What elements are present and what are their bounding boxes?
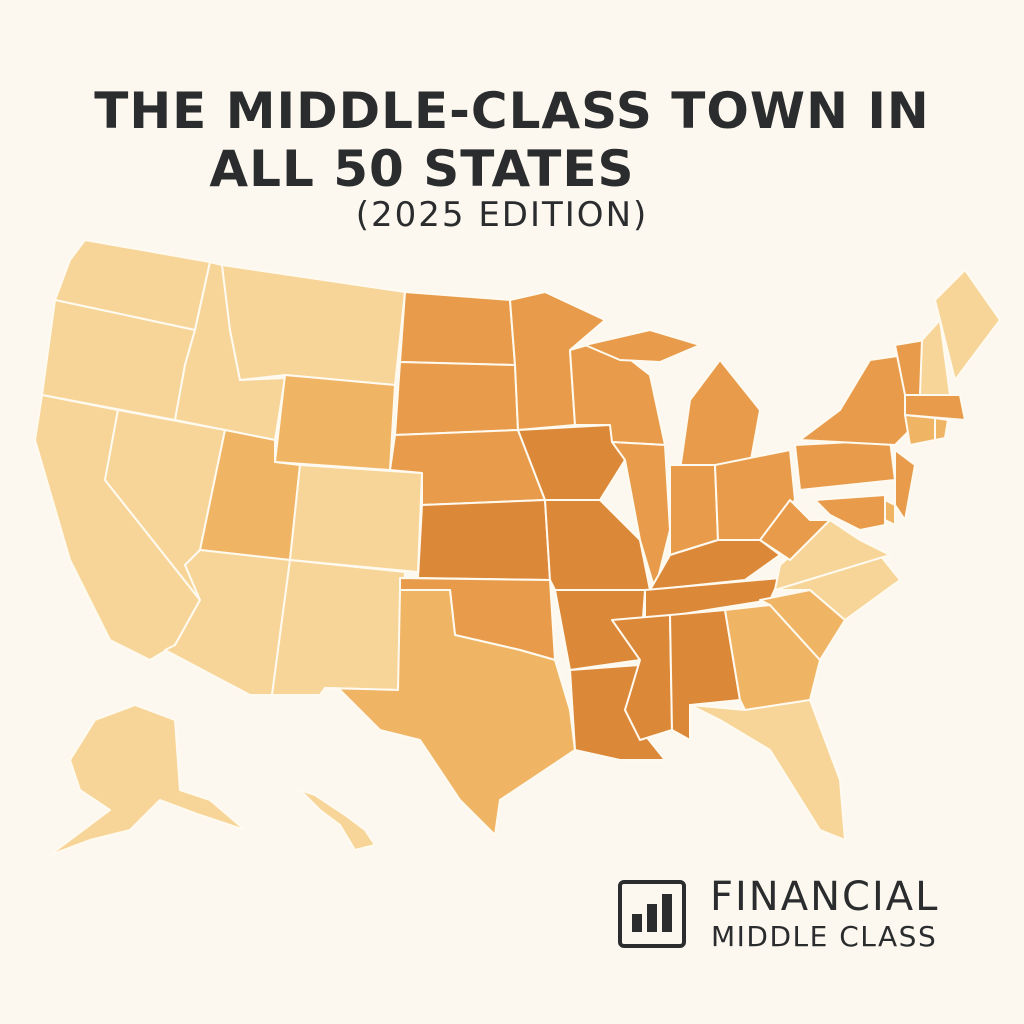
- title-line-1: THE MIDDLE-CLASS TOWN IN: [94, 82, 930, 140]
- state-tx: [324, 589, 576, 836]
- state-wv: [759, 499, 831, 561]
- bar-chart-icon: [618, 880, 686, 948]
- state-md: [814, 494, 886, 531]
- subtitle: (2025 EDITION): [355, 195, 649, 235]
- state-mi: [679, 359, 761, 471]
- state-sc: [759, 589, 846, 661]
- state-sd: [394, 361, 519, 436]
- state-ri: [934, 417, 949, 441]
- state-fl: [689, 699, 846, 841]
- state-nm: [271, 559, 406, 696]
- state-mt: [221, 264, 406, 386]
- title-line-2: ALL 50 STATES: [209, 140, 635, 198]
- state-wy: [274, 374, 396, 471]
- logo-line-2: MIDDLE CLASS: [711, 920, 938, 953]
- state-mi: [584, 329, 701, 363]
- logo: FINANCIAL MIDDLE CLASS: [618, 874, 978, 958]
- state-me: [934, 269, 1001, 381]
- state-ks: [417, 499, 551, 581]
- state-ak: [49, 704, 246, 856]
- state-pa: [794, 439, 896, 491]
- state-ma: [904, 394, 966, 421]
- state-hi: [299, 789, 376, 851]
- state-ny: [799, 354, 911, 446]
- state-nd: [399, 291, 516, 366]
- logo-line-1: FINANCIAL: [710, 874, 940, 920]
- state-co: [289, 464, 423, 573]
- state-nj: [894, 449, 916, 521]
- state-de: [884, 499, 896, 526]
- state-ct: [904, 414, 936, 446]
